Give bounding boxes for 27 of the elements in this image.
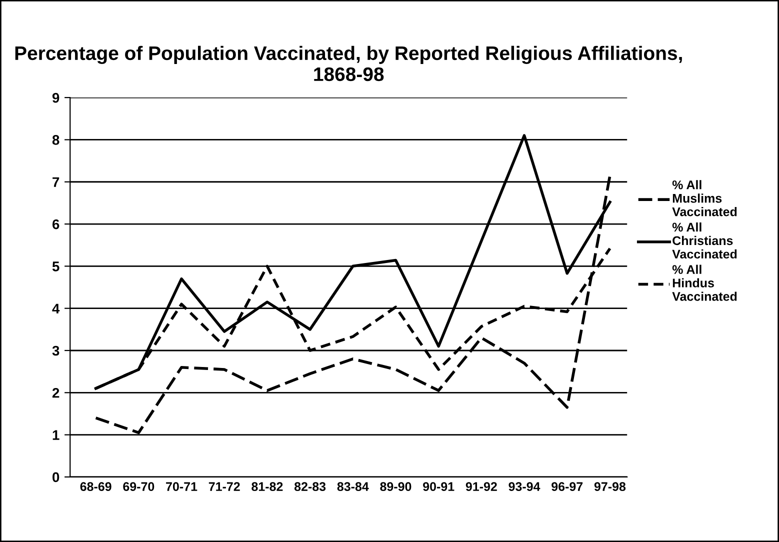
x-tick-label: 83-84 [337,482,369,492]
y-tick-label: 5 [52,262,60,272]
x-tick-label: 68-69 [80,482,112,492]
x-tick-label: 71-72 [208,482,240,491]
y-tick-label: 4 [52,304,60,314]
x-tick-label: 90-91 [423,482,454,492]
x-tick-label: 91-92 [466,482,497,492]
y-tick-label: 2 [52,388,60,398]
chart-title: Percentage of Population Vaccinated, by Reported Religious Affiliations, 1868-98 [15,46,682,82]
y-tick-label: 0 [52,472,60,482]
x-tick-label: 69-70 [123,482,154,492]
legend-label: % All Christians Vaccinated [672,222,737,259]
y-tick-label: 3 [52,346,60,356]
y-tick-label: 7 [52,177,60,187]
x-tick-label: 82-83 [294,482,326,492]
y-tick-label: 1 [52,430,60,440]
y-tick-label: 8 [52,135,60,145]
y-tick-label: 6 [52,219,60,230]
legend-label: % All Hindus Vaccinated [672,264,737,301]
x-tick-label: 93-94 [508,482,540,492]
x-tick-label: 81-82 [252,482,283,492]
y-tick-label: 9 [52,92,60,103]
x-tick-label: 89-90 [380,482,412,492]
x-tick-label: 96-97 [552,482,583,492]
x-tick-label: 70-71 [166,482,198,492]
legend-label: % All Muslims Vaccinated [672,180,737,216]
x-tick-label: 97-98 [594,482,626,492]
